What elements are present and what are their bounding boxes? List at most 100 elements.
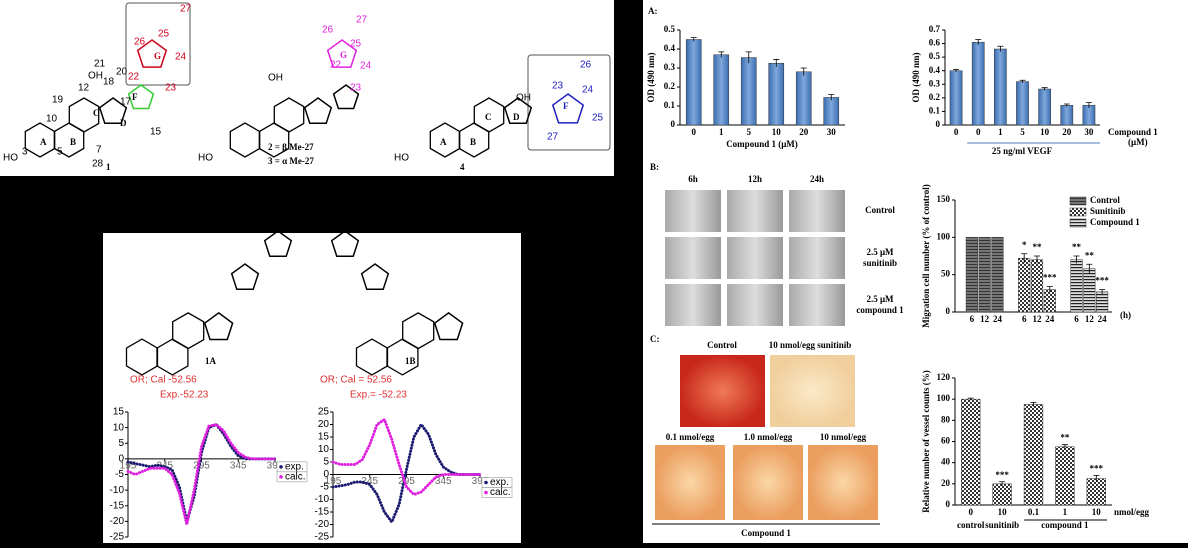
- label: 25: [350, 39, 362, 50]
- label: C:: [650, 334, 660, 344]
- ring: [326, 39, 358, 68]
- bar: [1082, 105, 1096, 126]
- label: ***: [1090, 463, 1104, 473]
- scratch-photo: [665, 237, 721, 279]
- label: 100: [937, 393, 951, 403]
- error-bar: [1021, 253, 1028, 263]
- error-bar: [1046, 286, 1053, 293]
- label: **: [1085, 250, 1095, 260]
- scratch-photo: [665, 284, 721, 326]
- label: 0: [118, 454, 124, 465]
- legend-swatch: [1069, 207, 1087, 217]
- label: B: [70, 137, 76, 147]
- label: 12: [78, 83, 90, 94]
- label: 12: [1085, 314, 1095, 324]
- label: -15: [110, 500, 125, 511]
- label: 295: [193, 461, 210, 472]
- label: 6: [970, 314, 975, 324]
- error-bar: [1041, 87, 1048, 91]
- label: 1.0 nmol/egg: [744, 432, 793, 442]
- label: 0.1 nmol/egg: [666, 432, 715, 442]
- label: 12: [1032, 314, 1042, 324]
- legend-swatch: [484, 490, 488, 495]
- label: 4: [460, 162, 465, 172]
- label: 24h: [810, 174, 824, 184]
- legend-swatch: [279, 475, 283, 479]
- label: 2.5 μM: [866, 247, 894, 257]
- error-bar: [1086, 263, 1093, 274]
- label: 0.1: [664, 100, 676, 110]
- label: 25 ng/ml VEGF: [992, 146, 1053, 156]
- legend-swatch: [1069, 218, 1087, 228]
- ring: [263, 230, 293, 258]
- label: 22: [128, 72, 140, 83]
- label: 0.6: [929, 38, 941, 48]
- label: 20: [799, 127, 809, 137]
- label: -10: [315, 494, 330, 505]
- label: 22: [330, 60, 342, 71]
- bar: [1055, 446, 1075, 506]
- label: 23: [165, 83, 177, 94]
- label: 245: [361, 476, 378, 487]
- label: 0.2: [664, 81, 676, 91]
- label: Control: [865, 205, 895, 215]
- label: 12h: [748, 174, 762, 184]
- error-bar: [975, 39, 982, 45]
- label: Exp.= -52.23: [350, 390, 407, 401]
- label: 50: [941, 269, 951, 279]
- bar: [961, 398, 981, 506]
- label: OD (490 nm): [646, 53, 656, 103]
- label: ***: [995, 470, 1009, 480]
- ring: [473, 97, 505, 133]
- label: 100: [937, 231, 951, 241]
- bar: [685, 39, 702, 126]
- label: HO: [198, 153, 213, 164]
- label: 19: [52, 95, 64, 106]
- label: *: [1022, 240, 1027, 250]
- label: HO: [3, 153, 18, 164]
- label: D: [120, 118, 127, 128]
- label: 24: [1098, 314, 1108, 324]
- bar: [992, 483, 1012, 506]
- label: Migration cell number (% of control): [921, 184, 931, 327]
- label: D: [513, 112, 520, 122]
- error-bar: [1033, 255, 1040, 264]
- highlight-box: [125, 2, 191, 86]
- label: 1: [1063, 507, 1068, 517]
- error-bar: [828, 94, 835, 101]
- error-bar: [1085, 102, 1092, 109]
- label: 10: [318, 444, 330, 455]
- ring: [551, 93, 585, 124]
- label: 395: [472, 476, 489, 487]
- label: B: [470, 137, 476, 147]
- label: 0: [976, 127, 981, 137]
- label: 60: [941, 436, 951, 446]
- bar: [768, 63, 785, 126]
- bar: [1086, 478, 1106, 506]
- label: 5: [118, 438, 124, 449]
- label: 25: [318, 407, 330, 418]
- legend-box: [481, 487, 513, 498]
- label: control: [957, 520, 985, 530]
- error-bar: [1073, 255, 1080, 264]
- label: -25: [110, 532, 125, 543]
- label: 10: [1040, 127, 1050, 137]
- label: 10: [772, 127, 782, 137]
- label: -5: [320, 482, 329, 493]
- ring: [172, 312, 205, 350]
- label: 6h: [688, 174, 698, 184]
- scratch-photo: [727, 190, 783, 232]
- label: 27: [180, 4, 192, 15]
- error-bar: [800, 67, 807, 76]
- label: **: [1060, 433, 1070, 443]
- label: -20: [110, 516, 125, 527]
- label: 23: [350, 83, 362, 94]
- egg-photo: [808, 445, 878, 520]
- legend-box: [276, 471, 308, 483]
- error-bar: [1063, 103, 1070, 107]
- legend-swatch: [484, 480, 488, 485]
- ring: [68, 97, 100, 133]
- ring: [98, 97, 128, 125]
- label: **: [1072, 242, 1082, 252]
- label: A: [40, 137, 47, 147]
